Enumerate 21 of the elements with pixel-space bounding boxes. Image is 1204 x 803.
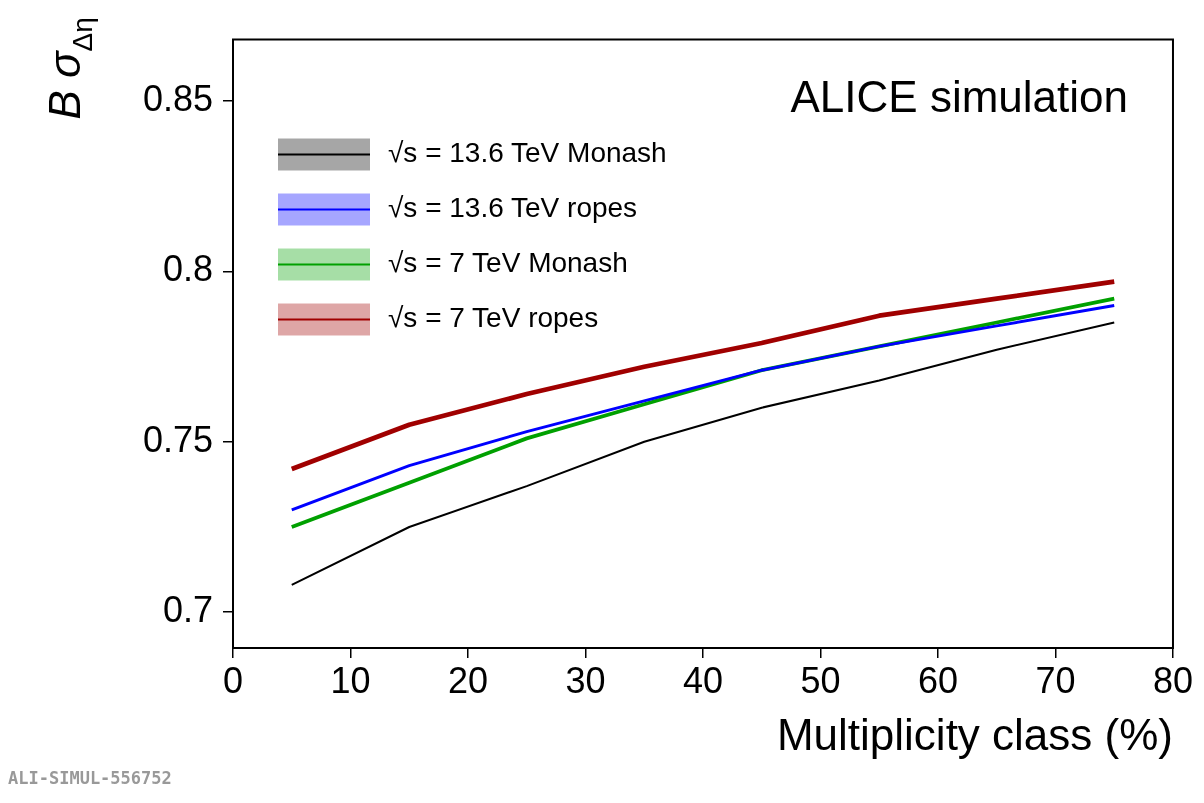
y-axis-title: B σΔη: [40, 17, 98, 120]
x-tick-label: 60: [917, 659, 959, 701]
x-tick-label: 20: [447, 659, 489, 701]
x-axis-title: Multiplicity class (%): [776, 709, 1173, 759]
x-tick-label: 30: [565, 659, 606, 701]
x-tick-label: 70: [1035, 659, 1076, 701]
x-tick-label: 10: [330, 659, 371, 701]
y-tick-label: 0.75: [142, 418, 213, 460]
x-tick-label: 50: [800, 659, 841, 701]
x-tick-label: 40: [682, 659, 724, 701]
x-tick-label: 80: [1152, 659, 1193, 701]
legend-label: √s = 7 TeV Monash: [388, 247, 628, 279]
legend-label: √s = 13.6 TeV ropes: [388, 192, 638, 224]
y-tick-label: 0.7: [162, 589, 213, 631]
legend-label: √s = 13.6 TeV Monash: [388, 137, 667, 169]
x-tick-label: 0: [222, 659, 244, 701]
legend-label: √s = 7 TeV ropes: [388, 302, 599, 334]
text: ALI-SIMUL-556752: [8, 768, 173, 788]
y-tick-label: 0.8: [162, 248, 213, 290]
text: ALICE simulation: [790, 71, 1128, 121]
y-tick-label: 0.85: [142, 77, 213, 119]
